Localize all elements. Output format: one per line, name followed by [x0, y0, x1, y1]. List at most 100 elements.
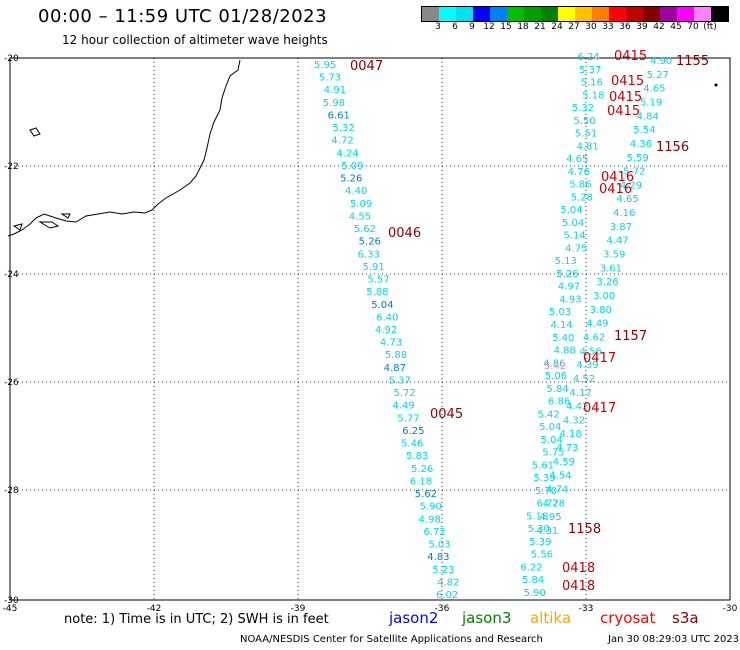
swh-value-track-b: 5.42: [538, 409, 560, 420]
satellite-jason3: jason3: [462, 609, 512, 627]
colorbar-label: 45: [670, 22, 682, 32]
swh-value-track-b: 5.39: [533, 473, 555, 484]
colorbar-label: 18: [517, 22, 529, 32]
y-tick-label: -22: [4, 162, 19, 172]
swh-value-track-a: 5.32: [333, 123, 355, 134]
swh-value-track-b: 4.75: [565, 243, 587, 254]
colorbar-label: 12: [483, 22, 495, 32]
swh-value-track-b: 5.04: [562, 218, 584, 229]
footer-credit: NOAA/NESDIS Center for Satellite Applica…: [240, 634, 543, 645]
swh-value-track-a: 4.72: [331, 136, 353, 147]
track-c: 4.90 5.27 4.65 5.19 4.84 5.54 4.36 5.59 5.72 4.29…: [536, 56, 672, 537]
time-label-track-b: 0415: [609, 90, 642, 105]
swh-value-track-c: 4.78: [543, 498, 565, 509]
swh-value-track-a: 5.88: [366, 287, 388, 298]
x-tick-label: -45: [3, 604, 18, 614]
satellite-cryosat: cryosat: [600, 609, 656, 627]
satellite-jason2: jason2: [389, 609, 439, 627]
swh-value-track-c: 4.31: [536, 526, 558, 537]
colorbar-cell: [524, 7, 541, 21]
colorbar-cell: [694, 7, 711, 21]
swh-value-track-c: 3.87: [610, 222, 632, 233]
colorbar-cell: [439, 7, 456, 21]
x-tick-label: -36: [435, 604, 450, 614]
swh-value-track-a: 5.72: [394, 388, 416, 399]
wave-height-colorbar: [421, 6, 729, 22]
colorbar-label: 15: [500, 22, 512, 32]
swh-value-track-a: 4.55: [349, 211, 371, 222]
swh-value-track-c: 4.52: [573, 374, 595, 385]
time-label-track-c: 1158: [568, 522, 601, 537]
swh-value-track-c: 4.39: [576, 360, 598, 371]
colorbar-cell: [592, 7, 609, 21]
swh-value-track-b: 5.39: [529, 537, 551, 548]
swh-value-track-a: 5.26: [359, 237, 381, 248]
swh-value-track-b: 5.13: [555, 256, 577, 267]
swh-value-track-a: 6.40: [376, 312, 398, 323]
swh-value-track-a: 5.62: [354, 224, 376, 235]
coastline: [7, 59, 241, 237]
swh-value-track-a: 6.02: [436, 590, 458, 601]
grid-lines: [10, 58, 730, 600]
swh-value-track-a: 4.73: [380, 338, 402, 349]
swh-value-track-a: 5.09: [341, 161, 363, 172]
swh-value-track-c: 4.65: [616, 194, 638, 205]
colorbar-label: 39: [636, 22, 648, 32]
colorbar-label: 30: [585, 22, 597, 32]
colorbar-label: 33: [602, 22, 614, 32]
footer-timestamp: Jan 30 08:29:03 UTC 2023: [608, 634, 740, 645]
swh-value-track-c: 3.80: [590, 305, 612, 316]
colorbar-cell: [490, 7, 507, 21]
swh-value-track-c: 4.49: [586, 319, 608, 330]
swh-value-track-c: 4.54: [549, 471, 571, 482]
time-label-track-b: 0416: [601, 170, 634, 185]
swh-value-track-b: 4.93: [559, 294, 581, 305]
time-label-track-a: 0046: [388, 226, 421, 241]
colorbar-cell: [507, 7, 524, 21]
swh-value-track-c: 4.29: [620, 180, 642, 191]
swh-value-track-c: 4.65: [643, 84, 665, 95]
track-b: 6.245.375.165.185.325.505.514.814.654.76…: [520, 52, 604, 599]
swh-value-track-b: 4.88: [554, 346, 576, 357]
satellite-s3a: s3a: [672, 609, 699, 627]
swh-value-track-b: 4.81: [577, 141, 599, 152]
swh-value-track-a: 6.72: [423, 527, 445, 538]
colorbar-cell: [558, 7, 575, 21]
swh-value-track-c: 4.17: [570, 388, 592, 399]
swh-value-track-b: 5.40: [552, 333, 574, 344]
axis-ticks: -45 -42 -39 -36 -33 -30 -20 -22 -24 -26 -28 -30: [3, 54, 738, 614]
swh-value-track-b: 6.22: [520, 562, 542, 573]
swh-value-track-b: 5.26: [556, 269, 578, 280]
note-text: note: 1) Time is in UTC; 2) SWH is in fe…: [64, 612, 329, 627]
swh-value-track-c: 4.47: [606, 236, 628, 247]
y-tick-label: -20: [4, 54, 19, 64]
time-label-track-c: 1155: [676, 54, 709, 69]
track-a: 5.95 5.734.91 5.986.61 5.32 4.724.24 5.09 5.26…: [314, 60, 459, 601]
swh-value-track-a: 5.91: [362, 262, 384, 273]
swh-value-track-c: 4.59: [553, 457, 575, 468]
swh-value-track-c: 3.26: [596, 277, 618, 288]
swh-value-track-a: 5.62: [415, 489, 437, 500]
swh-value-track-c: 4.42: [566, 402, 588, 413]
colorbar-label: 3: [435, 22, 441, 32]
colorbar-label: 70: [687, 22, 699, 32]
colorbar-cell: [609, 7, 626, 21]
swh-value-track-c: 4.56: [580, 346, 602, 357]
swh-value-track-a: 4.24: [336, 148, 358, 159]
time-label-track-b: 0415: [614, 49, 647, 64]
swh-value-track-a: 4.40: [345, 186, 367, 197]
swh-value-track-b: 5.90: [524, 588, 546, 599]
swh-value-track-a: 4.98: [419, 514, 441, 525]
swh-value-track-b: 5.86: [569, 180, 591, 191]
colorbar-cell: [575, 7, 592, 21]
time-label-track-c: 1156: [656, 140, 689, 155]
swh-value-track-c: 4.74: [546, 485, 568, 496]
swh-value-track-b: 5.70: [535, 486, 557, 497]
swh-value-track-b: 5.84: [522, 575, 544, 586]
swh-value-track-c: 4.84: [637, 111, 659, 122]
swh-value-track-a: 5.26: [411, 464, 433, 475]
swh-value-track-b: 5.56: [531, 550, 553, 561]
colorbar-label: 24: [551, 22, 563, 32]
coastline-islands: [12, 127, 71, 231]
colorbar-cell: [660, 7, 677, 21]
